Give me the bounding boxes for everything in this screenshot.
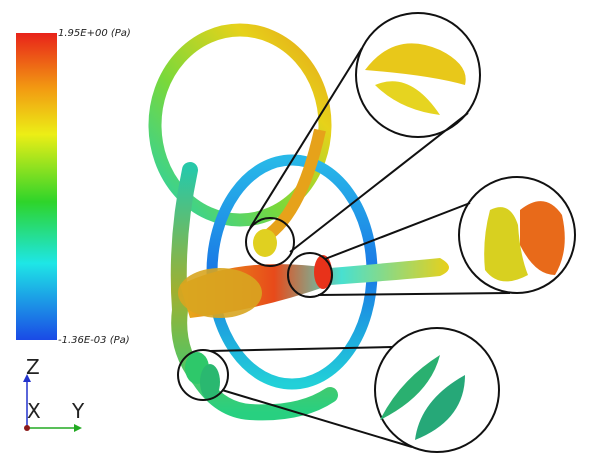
visualization: 1.95E+00 (Pa) -1.36E-03 (Pa) Z X Y — [0, 0, 592, 474]
colorbar — [16, 33, 57, 340]
z-axis-label: Z — [26, 355, 40, 379]
colorbar-max-label: 1.95E+00 (Pa) — [58, 28, 131, 39]
colorbar-min-label: -1.36E-03 (Pa) — [58, 335, 130, 346]
y-axis-label: Y — [71, 399, 85, 423]
x-axis-label: X — [27, 399, 41, 423]
axis-triad: Z X Y — [23, 355, 85, 432]
